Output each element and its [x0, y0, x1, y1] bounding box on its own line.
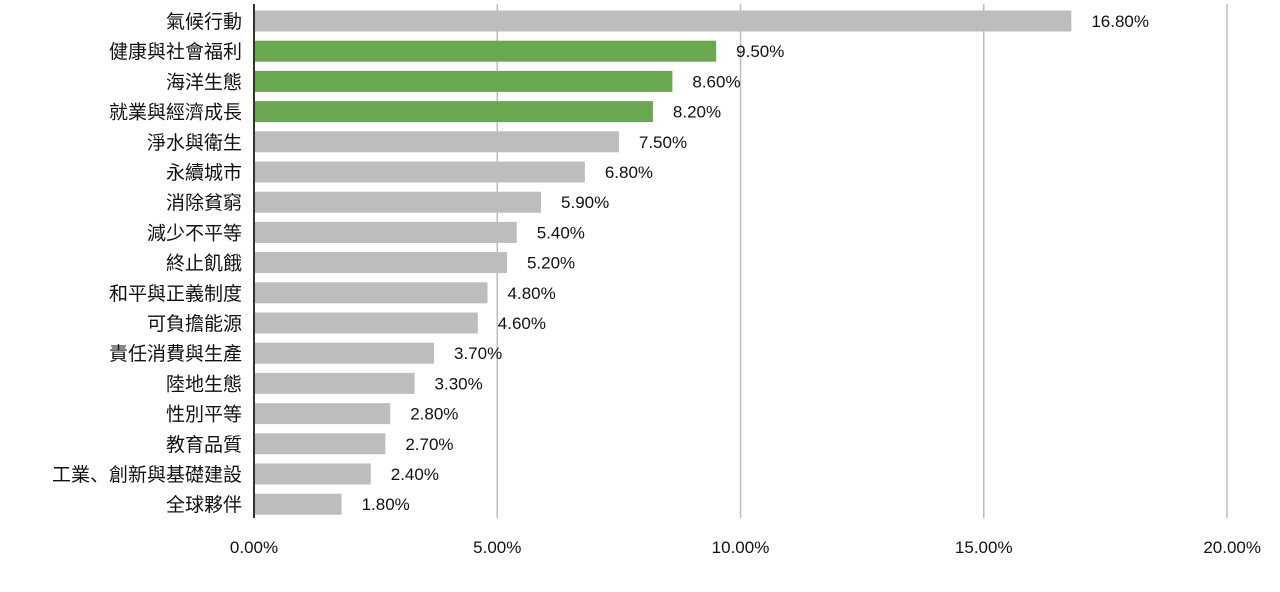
data-label: 8.60% [692, 72, 740, 91]
bar [254, 101, 653, 123]
bar [254, 70, 673, 92]
category-label: 終止飢餓 [166, 253, 242, 275]
x-tick-label: 10.00% [712, 538, 770, 557]
bar [254, 463, 371, 485]
category-label: 就業與經濟成長 [109, 102, 242, 124]
x-tick-label: 20.00% [1203, 538, 1261, 557]
bar [254, 221, 517, 243]
data-label: 9.50% [736, 42, 784, 61]
category-label: 永續城市 [166, 162, 242, 184]
data-label: 2.80% [410, 405, 458, 424]
data-label: 3.30% [435, 374, 483, 393]
bar [254, 433, 386, 455]
bar [254, 282, 488, 304]
data-label: 3.70% [454, 344, 502, 363]
bar [254, 40, 717, 62]
category-label: 教育品質 [166, 434, 242, 456]
data-label: 16.80% [1091, 12, 1149, 31]
data-label: 7.50% [639, 133, 687, 152]
bar [254, 312, 478, 334]
bar [254, 403, 391, 425]
data-label: 5.20% [527, 254, 575, 273]
bar [254, 372, 415, 394]
data-label: 2.40% [391, 465, 439, 484]
category-label: 性別平等 [166, 404, 242, 426]
category-label: 工業、創新與基礎建設 [52, 464, 242, 486]
bar [254, 342, 435, 364]
category-label: 和平與正義制度 [109, 283, 242, 305]
category-label: 消除貧窮 [166, 192, 242, 214]
data-label: 6.80% [605, 163, 653, 182]
x-tick-label: 0.00% [230, 538, 278, 557]
category-label: 陸地生態 [166, 373, 242, 395]
bar [254, 131, 619, 153]
data-label: 2.70% [405, 435, 453, 454]
category-label: 減少不平等 [147, 222, 242, 244]
data-label: 5.90% [561, 193, 609, 212]
category-label: 海洋生態 [166, 71, 242, 93]
data-label: 8.20% [673, 103, 721, 122]
x-tick-label: 15.00% [955, 538, 1013, 557]
bar [254, 493, 342, 515]
bars [254, 10, 1072, 515]
bar [254, 10, 1072, 32]
bar [254, 191, 542, 213]
data-label: 4.80% [508, 284, 556, 303]
data-label: 4.60% [498, 314, 546, 333]
category-label: 責任消費與生產 [109, 343, 242, 365]
data-label: 1.80% [362, 495, 410, 514]
value-labels: 16.80% 9.50% 8.60% 8.20% 7.50% 6.80% 5.90% 5.40… [362, 12, 1149, 514]
category-label: 淨水與衛生 [147, 132, 242, 154]
category-label: 可負擔能源 [147, 313, 242, 335]
bar [254, 252, 507, 274]
category-labels: 氣候行動健康與社會福利海洋生態就業與經濟成長淨水與衛生永續城市消除貧窮減少不平等… [52, 11, 242, 516]
data-label: 5.40% [537, 223, 585, 242]
x-tick-label: 5.00% [473, 538, 521, 557]
category-label: 全球夥伴 [166, 494, 242, 516]
bar [254, 161, 585, 183]
category-label: 氣候行動 [166, 11, 242, 33]
category-label: 健康與社會福利 [109, 41, 242, 63]
x-axis-ticks: 0.00% 5.00% 10.00% 15.00% 20.00% [230, 538, 1261, 557]
